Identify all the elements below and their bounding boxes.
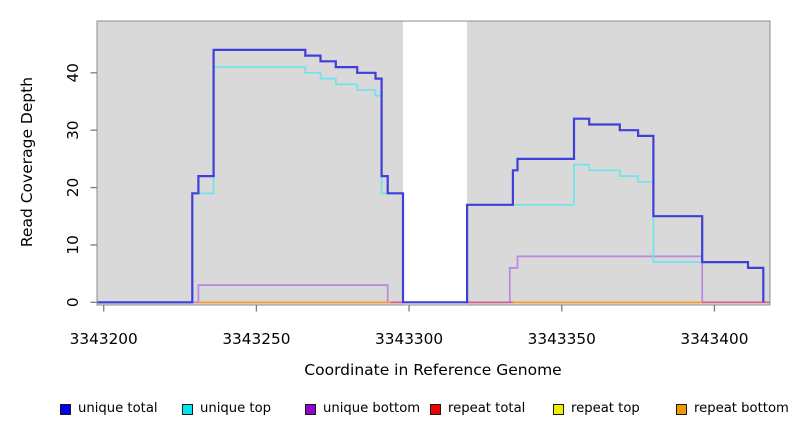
- legend-item-repeat-top: repeat top: [553, 401, 640, 417]
- x-axis-title: Coordinate in Reference Genome: [304, 361, 562, 379]
- y-tick-label: 10: [64, 235, 82, 254]
- y-tick-label: 20: [64, 178, 82, 197]
- legend-swatch-unique-top: [182, 403, 193, 415]
- legend-swatch-repeat-top: [553, 403, 564, 415]
- no-data-gap-band: [402, 21, 468, 305]
- y-tick-label: 0: [64, 297, 82, 307]
- legend-label: repeat total: [448, 401, 526, 416]
- legend-label: unique top: [200, 401, 272, 416]
- legend-item-repeat-total: repeat total: [430, 401, 525, 417]
- legend-item-unique-total: unique total: [60, 401, 158, 417]
- legend-swatch-repeat-bottom: [676, 403, 687, 415]
- y-tick-label: 30: [64, 120, 82, 139]
- x-tick-label: 3343250: [222, 330, 290, 348]
- legend-label: unique bottom: [323, 401, 421, 416]
- y-axis-title: Read Coverage Depth: [18, 76, 36, 248]
- legend-item-repeat-bottom: repeat bottom: [676, 401, 789, 417]
- legend-label: unique total: [78, 401, 158, 416]
- x-tick-label: 3343200: [70, 330, 138, 348]
- x-tick-label: 3343350: [528, 330, 596, 348]
- legend-swatch-unique-total: [60, 403, 71, 415]
- x-tick-label: 3343400: [680, 330, 748, 348]
- legend-item-unique-bottom: unique bottom: [305, 401, 420, 417]
- legend-swatch-repeat-total: [430, 403, 441, 415]
- legend-swatch-unique-bottom: [305, 403, 316, 415]
- series-line-unique-total: [97, 48, 765, 304]
- legend-item-unique-top: unique top: [182, 401, 271, 417]
- x-tick-label: 3343300: [375, 330, 443, 348]
- legend-label: repeat top: [571, 401, 640, 416]
- y-tick-label: 40: [64, 63, 82, 82]
- legend-label: repeat bottom: [694, 401, 789, 416]
